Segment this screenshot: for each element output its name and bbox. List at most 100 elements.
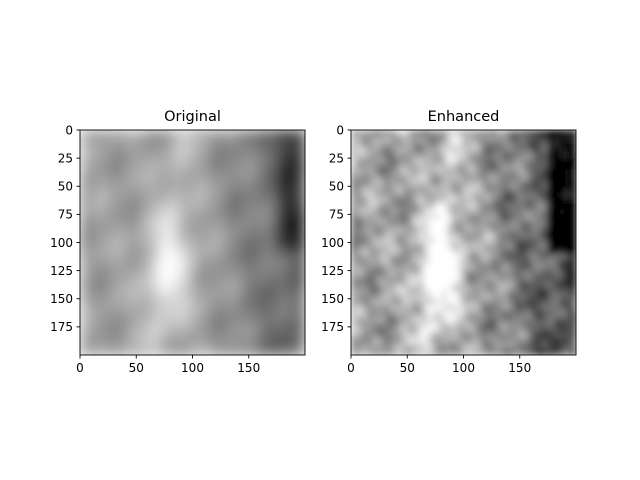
image-cell (153, 191, 160, 199)
image-cell (502, 259, 510, 266)
image-cell (480, 141, 487, 148)
image-cell (192, 141, 199, 148)
image-cell (299, 231, 305, 238)
image-cell (226, 236, 233, 244)
image-cell (418, 186, 425, 193)
image-cell (226, 197, 233, 204)
image-cell (390, 220, 397, 227)
image-cell (220, 242, 227, 249)
image-cell (175, 321, 182, 328)
image-cell (260, 265, 267, 272)
image-cell (542, 310, 549, 317)
image-cell (265, 304, 272, 311)
image-cell (486, 242, 493, 249)
image-cell (164, 146, 171, 154)
image-cell (282, 332, 289, 339)
image-cell (401, 186, 408, 193)
image-cell (243, 130, 250, 137)
image-cell (215, 163, 222, 170)
image-cell (469, 315, 476, 322)
image-cell (265, 236, 272, 244)
image-cell (119, 141, 126, 148)
image-cell (536, 141, 543, 148)
image-cell (570, 175, 576, 182)
image-cell (531, 242, 538, 249)
image-cell (502, 276, 510, 283)
image-cell (396, 253, 403, 260)
image-cell (542, 208, 549, 215)
image-cell (288, 180, 295, 187)
image-cell (525, 326, 532, 334)
image-cell (435, 315, 442, 322)
image-cell (141, 158, 149, 165)
image-cell (271, 259, 278, 266)
image-cell (248, 203, 255, 210)
image-cell (91, 152, 98, 159)
image-cell (463, 349, 470, 355)
image-cell (96, 236, 104, 244)
image-cell (170, 152, 177, 159)
image-cell (91, 349, 98, 355)
image-cell (237, 326, 244, 334)
image-cell (198, 135, 205, 142)
image-cell (525, 276, 532, 283)
image-cell (519, 175, 526, 182)
image-cell (265, 310, 272, 317)
image-cell (424, 203, 431, 210)
image-cell (243, 135, 250, 142)
image-cell (356, 146, 363, 154)
image-cell (474, 146, 481, 154)
image-cell (536, 315, 543, 322)
image-cell (164, 236, 171, 244)
image-cell (243, 236, 250, 244)
image-cell (536, 180, 543, 187)
image-cell (91, 197, 98, 204)
image-cell (542, 220, 549, 227)
image-cell (231, 203, 239, 210)
image-cell (170, 130, 177, 137)
image-cell (362, 214, 369, 221)
image-cell (463, 146, 470, 154)
image-cell (248, 158, 255, 165)
image-cell (153, 163, 160, 170)
image-cell (254, 265, 261, 272)
image-cell (299, 169, 305, 176)
image-cell (441, 293, 448, 300)
image-cell (396, 338, 403, 345)
image-cell (424, 293, 431, 300)
image-cell (553, 265, 560, 272)
image-cell (125, 304, 132, 311)
image-cell (514, 231, 521, 238)
image-cell (119, 248, 126, 255)
image-cell (519, 270, 526, 277)
image-cell (271, 321, 278, 328)
image-cell (547, 231, 555, 238)
image-cell (299, 220, 305, 227)
image-cell (141, 248, 149, 255)
image-cell (441, 253, 448, 260)
image-cell (276, 231, 284, 238)
image-cell (293, 310, 300, 317)
image-cell (486, 169, 493, 176)
image-cell (412, 265, 420, 272)
image-cell (418, 158, 425, 165)
image-cell (119, 225, 126, 232)
image-cell (299, 248, 305, 255)
image-cell (243, 259, 250, 266)
image-cell (351, 203, 358, 210)
image-cell (265, 265, 272, 272)
image-cell (175, 242, 182, 249)
image-cell (147, 146, 154, 154)
image-cell (237, 332, 244, 339)
image-cell (113, 349, 120, 355)
image-cell (226, 146, 233, 154)
image-cell (379, 146, 386, 154)
image-cell (452, 130, 459, 137)
image-cell (452, 349, 459, 355)
image-cell (429, 214, 436, 221)
image-cell (401, 310, 408, 317)
image-cell (373, 191, 380, 199)
image-cell (108, 265, 115, 272)
image-cell (452, 343, 459, 350)
image-cell (474, 236, 481, 244)
